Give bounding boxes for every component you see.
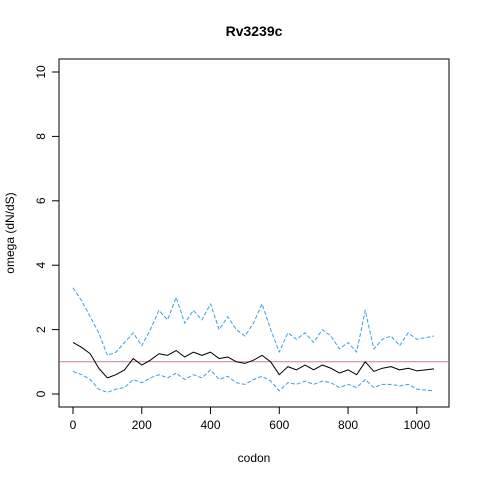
x-tick-label: 400 (201, 418, 221, 432)
y-tick-label: 4 (34, 262, 48, 269)
chart-title: Rv3239c (226, 23, 283, 39)
y-axis-label: omega (dN/dS) (3, 192, 17, 273)
y-axis: 0 2 4 6 8 10 (34, 65, 60, 397)
plot-frame (58, 58, 450, 408)
x-tick-label: 800 (338, 418, 358, 432)
series-line-upper (72, 287, 435, 356)
plot-area (59, 287, 449, 393)
y-tick-label: 8 (34, 133, 48, 140)
y-tick-label: 0 (34, 390, 48, 397)
x-axis-label: codon (238, 451, 271, 465)
y-tick-label: 6 (34, 197, 48, 204)
series-line-lower (72, 369, 435, 393)
x-tick-label: 0 (70, 418, 77, 432)
series-line-mean (72, 342, 435, 379)
x-tick-label: 600 (269, 418, 289, 432)
x-tick-label: 1000 (403, 418, 430, 432)
y-tick-label: 2 (34, 326, 48, 333)
x-axis: 0 200 400 600 800 1000 (70, 406, 430, 432)
y-tick-label: 10 (34, 65, 48, 79)
x-tick-label: 200 (132, 418, 152, 432)
